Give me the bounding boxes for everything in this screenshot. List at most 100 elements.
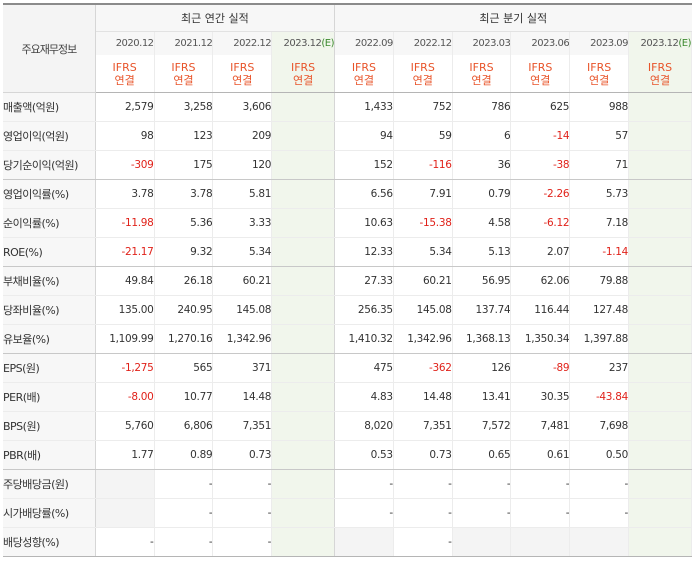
value-cell xyxy=(271,382,336,412)
value-cell: 0.61 xyxy=(510,440,571,470)
value-cell xyxy=(628,324,692,354)
accounting-standard-label: IFRS 연결 xyxy=(510,55,571,93)
accounting-standard-label: IFRS 연결 xyxy=(393,55,453,93)
value-cell: 145.08 xyxy=(212,295,273,325)
standard-consolidated-label: 연결 xyxy=(292,73,314,87)
row-label: 배당성향(%) xyxy=(3,527,96,557)
value-cell: 240.95 xyxy=(154,295,214,325)
value-cell: 1,342.96 xyxy=(393,324,453,354)
table-body: 매출액(억원) 2,579 3,258 3,606 1,433 752 786 625 988 영… xyxy=(3,92,692,557)
value-cell xyxy=(271,440,336,470)
accounting-standard-label: IFRS 연결 xyxy=(212,55,273,93)
table-row: 당기순이익(억원) -309 175 120 152 -116 36 -38 71 xyxy=(3,150,692,180)
value-cell xyxy=(628,382,692,412)
value-cell xyxy=(628,266,692,296)
row-label: 시가배당률(%) xyxy=(3,498,96,528)
standard-ifrs-label: IFRS xyxy=(171,60,196,74)
value-cell: 14.48 xyxy=(393,382,453,412)
value-cell: 0.73 xyxy=(212,440,273,470)
value-cell: 1,270.16 xyxy=(154,324,214,354)
value-cell xyxy=(334,527,394,557)
value-cell: 152 xyxy=(334,150,394,180)
value-cell: - xyxy=(212,469,273,499)
value-cell xyxy=(628,121,692,151)
group-header-row: 주요재무정보 최근 연간 실적 최근 분기 실적 xyxy=(3,3,692,93)
value-cell: 1,410.32 xyxy=(334,324,394,354)
table-row: 영업이익률(%) 3.78 3.78 5.81 6.56 7.91 0.79 -2.26 5.7… xyxy=(3,179,692,209)
value-cell xyxy=(95,498,155,528)
value-cell xyxy=(271,527,336,557)
value-cell: -15.38 xyxy=(393,208,453,238)
value-cell: -8.00 xyxy=(95,382,155,412)
value-cell: -116 xyxy=(393,150,453,180)
value-cell: 3.78 xyxy=(95,179,155,209)
value-cell: 12.33 xyxy=(334,237,394,267)
value-cell: 6.56 xyxy=(334,179,394,209)
value-cell xyxy=(628,150,692,180)
value-cell: 1,350.34 xyxy=(510,324,571,354)
value-cell: -1,275 xyxy=(95,353,155,383)
financial-summary-table: 주요재무정보 최근 연간 실적 최근 분기 실적 2020.12 2021.12 2… xyxy=(3,3,692,557)
value-cell: 5,760 xyxy=(95,411,155,441)
estimate-marker: (E) xyxy=(321,38,335,49)
period-header: 2020.12 xyxy=(95,31,155,55)
value-cell xyxy=(271,324,336,354)
value-cell: 0.79 xyxy=(452,179,512,209)
period-header: 2021.12 xyxy=(154,31,214,55)
value-cell xyxy=(271,237,336,267)
value-cell xyxy=(628,92,692,122)
value-cell: 0.89 xyxy=(154,440,214,470)
value-cell xyxy=(271,121,336,151)
value-cell: -21.17 xyxy=(95,237,155,267)
value-cell: 9.32 xyxy=(154,237,214,267)
standard-ifrs-label: IFRS xyxy=(469,60,494,74)
period-header: 2023.06 xyxy=(510,31,571,55)
value-cell: 126 xyxy=(452,353,512,383)
table-row: 매출액(억원) 2,579 3,258 3,606 1,433 752 786 625 988 xyxy=(3,92,692,122)
period-header: 2023.12(E) xyxy=(628,31,692,55)
value-cell: - xyxy=(154,498,214,528)
row-label: 유보율(%) xyxy=(3,324,96,354)
value-cell: 30.35 xyxy=(510,382,571,412)
table-row: 유보율(%) 1,109.99 1,270.16 1,342.96 1,410.32 1,… xyxy=(3,324,692,354)
value-cell: 27.33 xyxy=(334,266,394,296)
value-cell: -309 xyxy=(95,150,155,180)
value-cell xyxy=(271,208,336,238)
row-label: 매출액(억원) xyxy=(3,92,96,122)
value-cell: 4.83 xyxy=(334,382,394,412)
value-cell: 0.73 xyxy=(393,440,453,470)
row-label: 부채비율(%) xyxy=(3,266,96,296)
value-cell: - xyxy=(95,527,155,557)
value-cell: 475 xyxy=(334,353,394,383)
value-cell xyxy=(271,295,336,325)
value-cell: - xyxy=(569,469,629,499)
standard-ifrs-label: IFRS xyxy=(230,60,255,74)
value-cell: - xyxy=(334,498,394,528)
value-cell: 237 xyxy=(569,353,629,383)
standard-ifrs-label: IFRS xyxy=(587,60,612,74)
value-cell: 79.88 xyxy=(569,266,629,296)
value-cell xyxy=(628,237,692,267)
value-cell: 60.21 xyxy=(212,266,273,296)
value-cell: 3,258 xyxy=(154,92,214,122)
value-cell: - xyxy=(154,527,214,557)
value-cell: 371 xyxy=(212,353,273,383)
value-cell: 7,572 xyxy=(452,411,512,441)
value-cell xyxy=(271,179,336,209)
value-cell: - xyxy=(510,469,571,499)
value-cell: -89 xyxy=(510,353,571,383)
value-cell: - xyxy=(212,498,273,528)
standard-ifrs-label: IFRS xyxy=(351,60,377,74)
value-cell: 7,351 xyxy=(212,411,273,441)
accounting-standard-label: IFRS 연결 xyxy=(334,55,394,93)
value-cell: 2.07 xyxy=(510,237,571,267)
table-row: 배당성향(%) - - - - xyxy=(3,527,692,557)
value-cell: 8,020 xyxy=(334,411,394,441)
standard-ifrs-label: IFRS xyxy=(290,60,316,74)
table-row: 영업이익(억원) 98 123 209 94 59 6 -14 57 xyxy=(3,121,692,151)
value-cell: 786 xyxy=(452,92,512,122)
value-cell: - xyxy=(334,469,394,499)
value-cell: 209 xyxy=(212,121,273,151)
value-cell: 3.78 xyxy=(154,179,214,209)
value-cell: 36 xyxy=(452,150,512,180)
